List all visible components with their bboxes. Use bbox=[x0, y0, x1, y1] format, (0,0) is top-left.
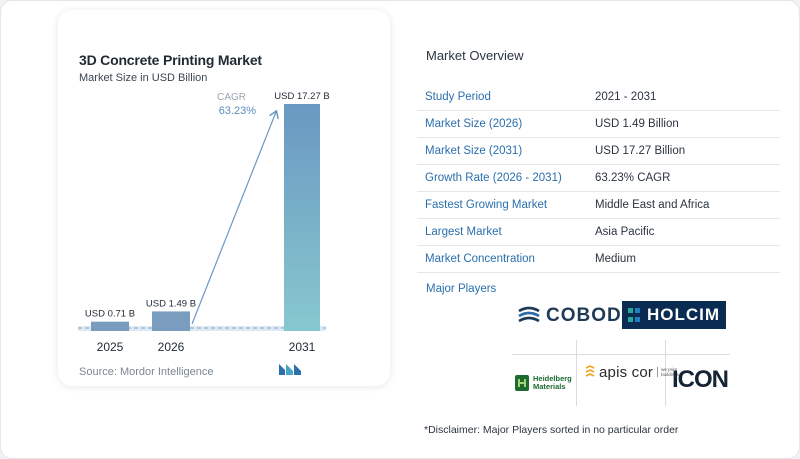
heidelberg-logo: Heidelberg Materials bbox=[514, 372, 572, 394]
heidelberg-line2: Materials bbox=[533, 382, 566, 391]
major-players-label: Major Players bbox=[426, 283, 497, 295]
apis-cor-logo: apis cor we print buildings bbox=[584, 362, 679, 382]
apis-tagline-line2: buildings bbox=[661, 372, 679, 377]
value-labels-group: USD 0.71 B USD 1.49 B USD 17.27 B bbox=[85, 91, 330, 320]
row-value: Asia Pacific bbox=[587, 218, 780, 246]
row-value: USD 1.49 Billion bbox=[587, 110, 780, 139]
apis-cor-logo-text: apis cor bbox=[599, 363, 654, 381]
holcim-logo-box: HOLCIM bbox=[622, 301, 727, 329]
value-label-2031: USD 17.27 B bbox=[274, 91, 329, 102]
overview-table: Study Period 2021 - 2031 Market Size (202… bbox=[417, 84, 780, 273]
icon-logo-text: ICON bbox=[672, 366, 729, 393]
icon-logo: ICON bbox=[672, 366, 729, 394]
row-value: Medium bbox=[587, 245, 780, 273]
row-key: Market Concentration bbox=[417, 245, 587, 273]
cagr-label: CAGR bbox=[217, 92, 246, 103]
apis-cor-mark-icon bbox=[585, 365, 595, 377]
heidelberg-mark-icon bbox=[515, 375, 529, 391]
table-row: Growth Rate (2026 - 2031) 63.23% CAGR bbox=[417, 164, 780, 193]
cagr-arrow bbox=[191, 112, 276, 325]
holcim-logo: HOLCIM bbox=[622, 301, 727, 329]
value-label-2025: USD 0.71 B bbox=[85, 309, 135, 320]
bar-2025 bbox=[91, 321, 129, 331]
bar-2026 bbox=[152, 311, 190, 331]
players-divider-v bbox=[576, 340, 577, 406]
row-key: Largest Market bbox=[417, 218, 587, 246]
heidelberg-line1: Heidelberg bbox=[533, 374, 572, 383]
x-labels-group: 2025 2026 2031 bbox=[97, 340, 316, 354]
apis-cor-tagline: we print buildings bbox=[657, 367, 679, 377]
baseline-band bbox=[78, 326, 326, 331]
heidelberg-logo-text: Heidelberg Materials bbox=[533, 375, 572, 391]
mordor-logo-icon bbox=[279, 364, 301, 375]
cobod-mark-icon bbox=[518, 306, 540, 323]
apis-tagline-line1: we print bbox=[661, 367, 677, 372]
table-row: Market Concentration Medium bbox=[417, 245, 780, 273]
row-value: 63.23% CAGR bbox=[587, 164, 780, 193]
row-key: Growth Rate (2026 - 2031) bbox=[417, 164, 587, 193]
table-row: Fastest Growing Market Middle East and Af… bbox=[417, 191, 780, 219]
table-row: Market Size (2031) USD 17.27 Billion bbox=[417, 137, 780, 166]
row-key: Market Size (2026) bbox=[417, 110, 587, 139]
bars-group bbox=[91, 104, 320, 331]
x-tick-label-2026: 2026 bbox=[158, 340, 185, 354]
value-label-2026: USD 1.49 B bbox=[146, 298, 196, 309]
cobod-logo-text: COBOD bbox=[546, 305, 622, 326]
disclaimer-text: *Disclaimer: Major Players sorted in no … bbox=[424, 424, 679, 436]
row-value: 2021 - 2031 bbox=[587, 84, 780, 112]
players-divider-h bbox=[512, 354, 730, 355]
row-value: USD 17.27 Billion bbox=[587, 137, 780, 166]
x-tick-label-2031: 2031 bbox=[289, 340, 316, 354]
table-row: Market Size (2026) USD 1.49 Billion bbox=[417, 110, 780, 139]
bar-2031 bbox=[284, 104, 320, 331]
row-key: Market Size (2031) bbox=[417, 137, 587, 166]
holcim-mark-icon bbox=[628, 308, 640, 322]
players-divider-v bbox=[665, 340, 666, 406]
market-size-chart: USD 0.71 B USD 1.49 B USD 17.27 B 2025 2026… bbox=[78, 91, 330, 354]
row-key: Study Period bbox=[417, 84, 587, 112]
overview-title: Market Overview bbox=[426, 48, 524, 63]
table-row: Study Period 2021 - 2031 bbox=[417, 84, 780, 112]
row-key: Fastest Growing Market bbox=[417, 191, 587, 219]
chart-title: 3D Concrete Printing Market bbox=[79, 52, 262, 68]
cagr-value: 63.23% bbox=[219, 105, 257, 117]
source-text: Source: Mordor Intelligence bbox=[79, 366, 214, 378]
holcim-logo-text: HOLCIM bbox=[647, 305, 721, 324]
table-row: Largest Market Asia Pacific bbox=[417, 218, 780, 246]
cobod-logo: COBOD bbox=[516, 302, 622, 330]
x-tick-label-2025: 2025 bbox=[97, 340, 124, 354]
chart-subtitle: Market Size in USD Billion bbox=[79, 72, 208, 84]
row-value: Middle East and Africa bbox=[587, 191, 780, 219]
